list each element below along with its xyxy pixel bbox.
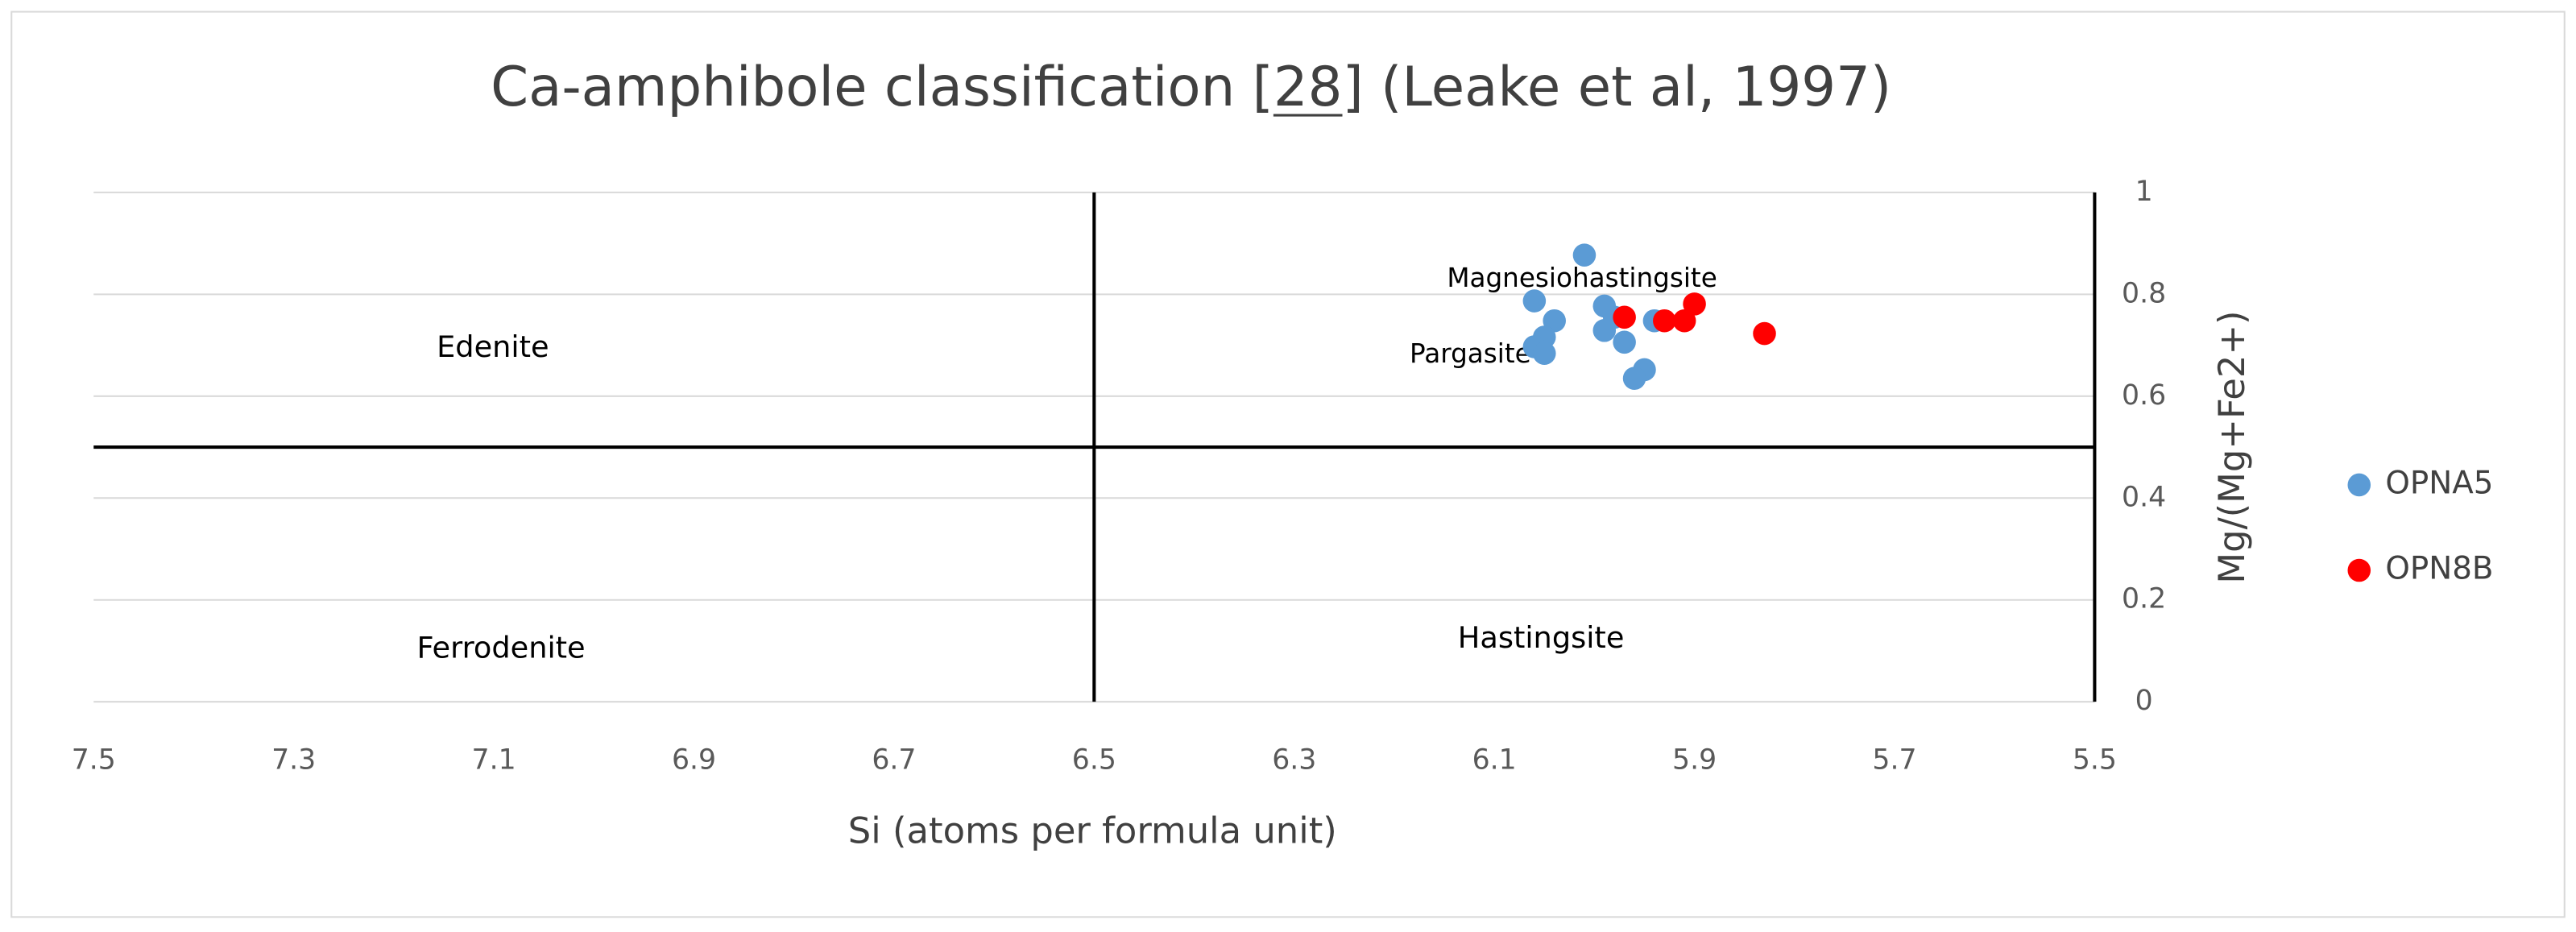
legend-marker xyxy=(2347,558,2371,582)
legend-label: OPNA5 xyxy=(2385,465,2493,501)
region-label: Hastingsite xyxy=(1458,620,1625,655)
point xyxy=(1613,305,1636,329)
point xyxy=(1683,292,1706,316)
y-tick-label: 0.2 xyxy=(2122,583,2166,615)
x-tick-label: 6.5 xyxy=(1072,744,1116,777)
point xyxy=(1572,243,1597,267)
x-tick-label: 5.7 xyxy=(1872,744,1916,777)
point xyxy=(1653,309,1676,333)
y-tick-label: 1 xyxy=(2135,176,2153,208)
x-tick-label: 7.5 xyxy=(72,744,116,777)
region-label: Pargasite xyxy=(1410,338,1531,369)
x-tick-label: 6.3 xyxy=(1272,744,1316,777)
point xyxy=(1672,309,1696,333)
region-label: Edenite xyxy=(437,329,549,364)
legend-label: OPN8B xyxy=(2385,551,2493,587)
y-tick-label: 0.4 xyxy=(2122,481,2166,513)
x-tick-label: 6.1 xyxy=(1472,744,1517,777)
chart-frame xyxy=(10,10,2566,918)
point xyxy=(1532,342,1556,365)
point xyxy=(1522,289,1547,313)
x-tick-label: 5.5 xyxy=(2073,744,2117,777)
y-tick-label: 0 xyxy=(2135,685,2153,717)
point xyxy=(1613,330,1636,354)
region-label: Ferrodenite xyxy=(416,630,585,665)
x-axis-label: Si (atoms per formula unit) xyxy=(848,809,1337,851)
x-tick-label: 7.3 xyxy=(271,744,316,777)
x-tick-label: 6.9 xyxy=(672,744,716,777)
point xyxy=(1753,321,1776,346)
series xyxy=(1613,292,1776,346)
y-axis-label: Mg/(Mg+Fe2+) xyxy=(2210,310,2253,583)
y-tick-label: 0.8 xyxy=(2122,277,2166,309)
point xyxy=(1622,367,1646,390)
region-label: Magnesiohastingsite xyxy=(1447,263,1717,293)
x-tick-label: 5.9 xyxy=(1672,744,1717,777)
legend-marker xyxy=(2347,473,2371,497)
x-tick-label: 6.7 xyxy=(872,744,916,777)
chart-title: Ca-amphibole classification [28] (Leake … xyxy=(491,56,1891,118)
x-tick-label: 7.1 xyxy=(472,744,516,777)
y-tick-label: 0.6 xyxy=(2122,379,2166,412)
series xyxy=(1522,243,1667,390)
